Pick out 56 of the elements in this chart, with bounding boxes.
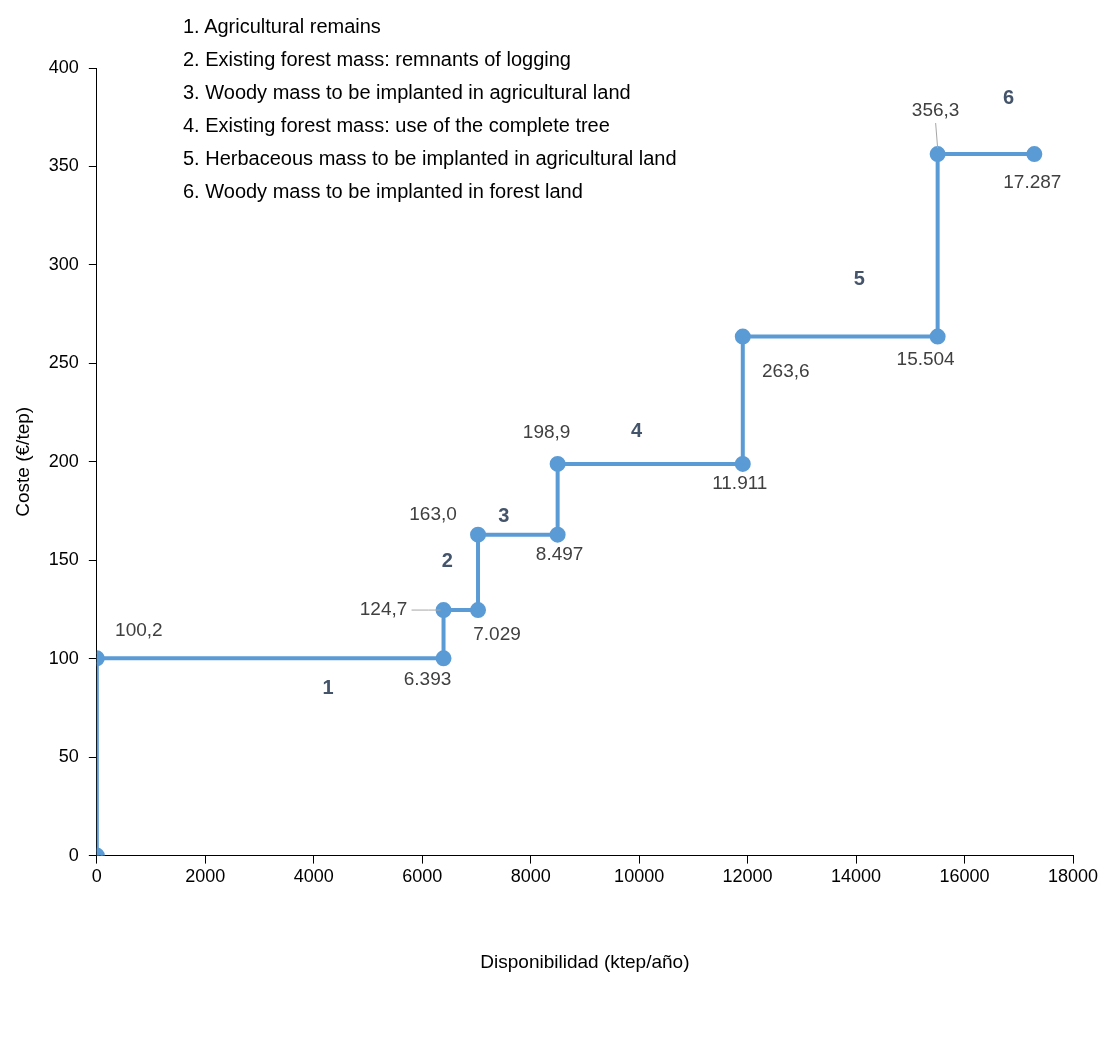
- annotation: 5. Herbaceous mass to be implanted in agricultural land: [183, 146, 677, 171]
- y-tick-label: 100: [48, 647, 79, 668]
- y-tick-label: 50: [58, 746, 79, 767]
- annotation: 124,7: [359, 598, 408, 620]
- y-tick-label: 300: [48, 253, 79, 274]
- annotation: 3. Woody mass to be implanted in agricultural land: [183, 80, 632, 105]
- annotation: 6: [1003, 86, 1015, 109]
- x-tick-label: 10000: [614, 866, 665, 887]
- annotation: 5: [853, 267, 865, 290]
- point: [734, 328, 751, 345]
- x-tick-label: 14000: [831, 866, 882, 887]
- y-tick-label: 400: [48, 56, 79, 77]
- annotation: 7.029: [473, 623, 521, 645]
- point: [929, 328, 946, 345]
- annotation: 1: [322, 676, 334, 699]
- y-axis-title: Coste (€/tep): [11, 406, 33, 517]
- x-tick-label: 12000: [722, 866, 773, 887]
- annotation: 2: [441, 548, 453, 571]
- y-tick-label: 200: [48, 450, 79, 471]
- annotation: 11.911: [712, 472, 768, 494]
- x-tick-label: 18000: [1047, 866, 1099, 887]
- x-tick-label: 4000: [293, 866, 334, 887]
- point: [470, 602, 487, 619]
- annotation: 8.497: [535, 542, 584, 564]
- annotation: 15.504: [896, 347, 956, 369]
- x-axis-title: Disponibilidad (ktep/año): [480, 950, 690, 972]
- point: [435, 650, 452, 667]
- annotation: 17.287: [1003, 171, 1062, 193]
- x-tick-label: 16000: [939, 866, 990, 887]
- point: [470, 526, 487, 543]
- annotation: 100,2: [115, 618, 163, 640]
- annotation: 198,9: [522, 421, 571, 443]
- annotation: 4. Existing forest mass: use of the complete tree: [183, 113, 611, 138]
- annotation: 3: [498, 504, 510, 527]
- annotation: 163,0: [409, 502, 457, 524]
- point: [549, 455, 566, 472]
- x-tick-label: 0: [91, 866, 102, 887]
- y-tick-label: 350: [48, 155, 79, 176]
- point: [549, 526, 566, 543]
- annotation: 4: [631, 419, 644, 442]
- x-tick-label: 8000: [510, 866, 551, 887]
- y-tick-label: 0: [68, 844, 79, 865]
- point: [734, 455, 751, 472]
- x-tick-label: 2000: [185, 866, 226, 887]
- x-tick-label: 6000: [402, 866, 443, 887]
- annotation: 356,3: [911, 99, 960, 121]
- point: [435, 602, 452, 619]
- text: 1. Agricultural remains: [183, 14, 382, 39]
- y-tick-label: 150: [48, 549, 79, 570]
- annotation: 2. Existing forest mass: remnants of logging: [183, 47, 572, 72]
- y-tick-label: 250: [48, 352, 79, 373]
- point: [1026, 146, 1043, 163]
- point: [929, 146, 946, 163]
- annotation: 6. Woody mass to be implanted in forest land: [183, 179, 584, 204]
- annotation: 6.393: [403, 667, 452, 689]
- annotation: 263,6: [762, 359, 810, 381]
